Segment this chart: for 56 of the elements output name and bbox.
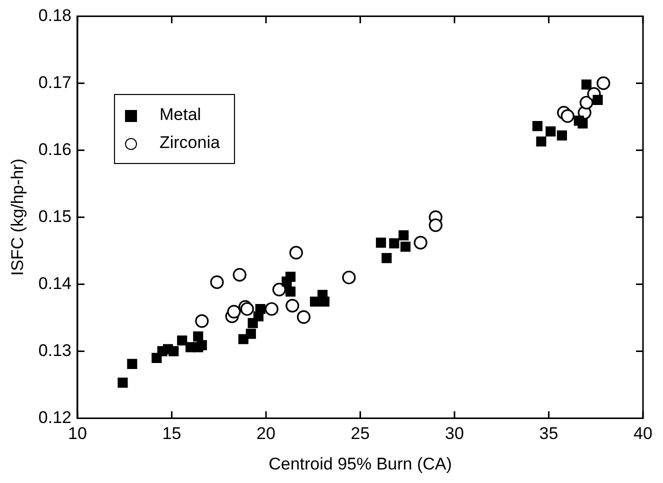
x-tick-label: 10 bbox=[68, 424, 87, 444]
point bbox=[196, 340, 207, 350]
point bbox=[342, 270, 356, 284]
point bbox=[255, 304, 266, 314]
point bbox=[532, 121, 542, 132]
point bbox=[389, 238, 400, 248]
x-tick-label: 20 bbox=[256, 424, 276, 444]
point bbox=[210, 275, 224, 289]
point bbox=[193, 331, 204, 342]
y-tick-label: 0.16 bbox=[38, 140, 72, 159]
point bbox=[400, 242, 411, 252]
point bbox=[414, 236, 428, 250]
point bbox=[580, 96, 594, 110]
point bbox=[227, 304, 241, 318]
x-tick-label: 35 bbox=[539, 424, 558, 444]
y-tick-label: 0.18 bbox=[38, 6, 72, 25]
point bbox=[127, 358, 138, 369]
legend-label: Metal bbox=[159, 105, 202, 124]
point bbox=[428, 218, 442, 232]
point bbox=[232, 268, 246, 282]
point bbox=[118, 378, 128, 388]
point bbox=[177, 335, 188, 346]
y-tick-label: 0.14 bbox=[38, 274, 72, 293]
point bbox=[592, 94, 603, 105]
point bbox=[546, 126, 556, 136]
point bbox=[398, 230, 409, 240]
y-tick-label: 0.12 bbox=[38, 408, 72, 427]
point bbox=[556, 130, 567, 140]
point bbox=[285, 272, 296, 282]
point bbox=[168, 346, 179, 356]
point bbox=[536, 136, 546, 147]
point bbox=[581, 80, 592, 90]
point bbox=[272, 282, 286, 296]
point bbox=[596, 76, 610, 90]
y-tick-label: 0.17 bbox=[38, 72, 72, 92]
point bbox=[195, 314, 209, 328]
x-axis-title: Centroid 95% Burn (CA) bbox=[268, 454, 452, 474]
x-tick-label: 25 bbox=[350, 424, 370, 444]
point bbox=[286, 298, 300, 312]
point bbox=[376, 238, 386, 248]
point bbox=[246, 328, 256, 339]
point bbox=[382, 253, 392, 264]
point bbox=[560, 109, 574, 123]
point bbox=[285, 286, 296, 297]
x-tick-label: 40 bbox=[634, 424, 652, 444]
point bbox=[319, 296, 330, 307]
point bbox=[289, 246, 303, 260]
point bbox=[296, 310, 310, 324]
y-tick-label: 0.15 bbox=[38, 206, 72, 226]
x-tick-label: 15 bbox=[162, 424, 182, 444]
point bbox=[578, 118, 588, 128]
y-axis-title: ISFC (kg/hp-hr) bbox=[8, 158, 27, 276]
point bbox=[264, 302, 278, 316]
legend-label: Zirconia bbox=[159, 133, 220, 152]
x-tick-label: 30 bbox=[445, 424, 464, 444]
y-tick-label: 0.13 bbox=[38, 340, 72, 360]
